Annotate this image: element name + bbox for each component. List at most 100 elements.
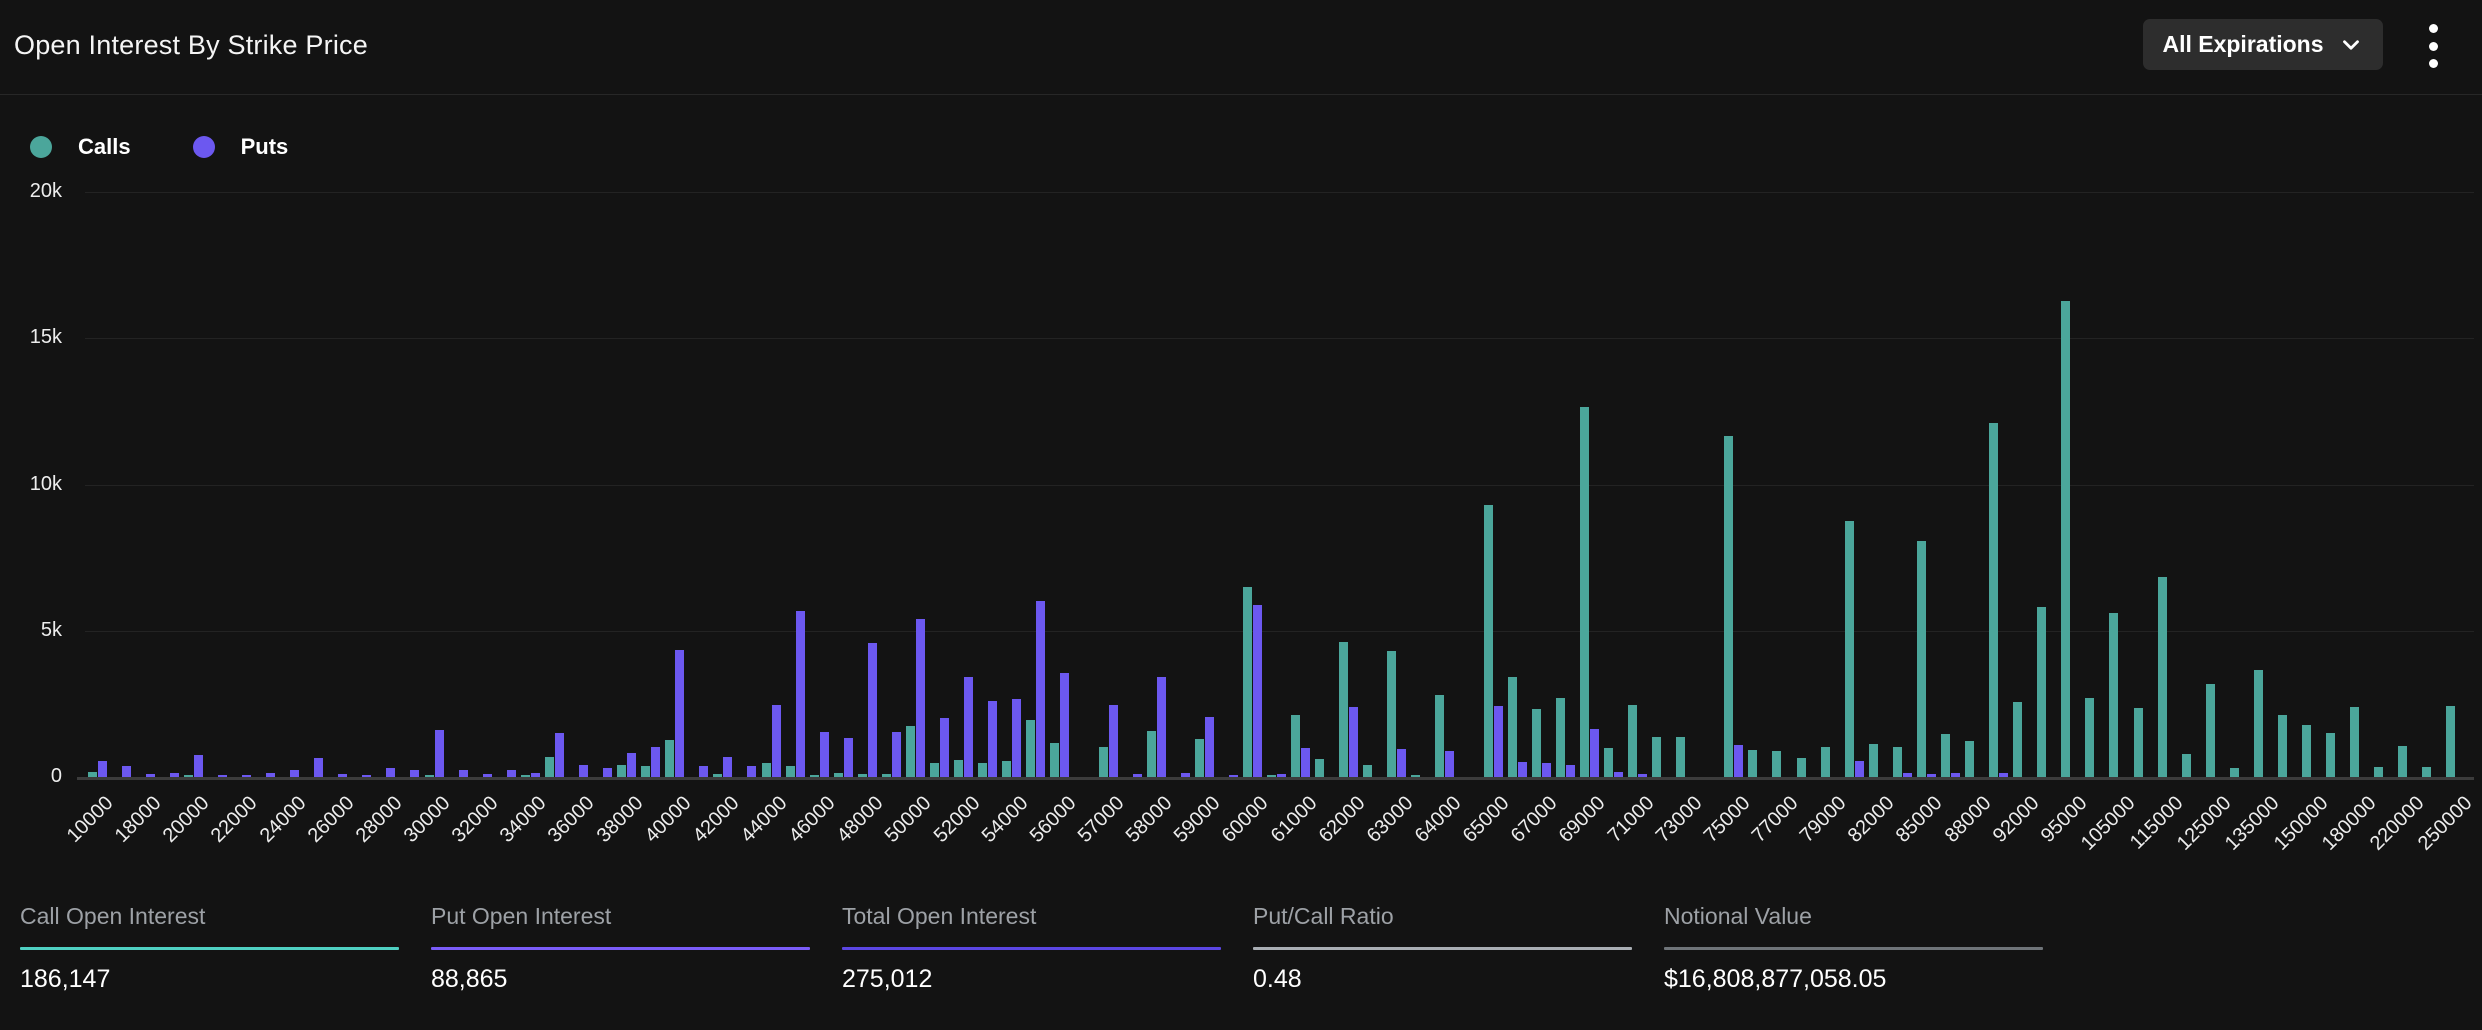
call-bar	[858, 774, 867, 777]
put-bar	[1181, 773, 1190, 777]
put-bar	[338, 774, 347, 777]
call-bar	[930, 763, 939, 777]
legend-item-calls[interactable]: Calls	[30, 134, 131, 160]
stat-underline	[1664, 947, 2043, 950]
put-bar	[940, 718, 949, 777]
put-bar	[1349, 707, 1358, 777]
put-bar	[1999, 773, 2008, 777]
call-bar	[665, 740, 674, 777]
call-bar	[1893, 747, 1902, 777]
call-bar	[1965, 741, 1974, 777]
call-bar	[1411, 775, 1420, 777]
put-bar	[820, 732, 829, 777]
stat-label: Put/Call Ratio	[1253, 903, 1394, 929]
call-bar	[2085, 698, 2094, 777]
call-bar	[2278, 715, 2287, 777]
put-bar	[362, 775, 371, 777]
call-bar	[641, 766, 650, 777]
stat-notional-value: Notional Value $16,808,877,058.05	[1664, 903, 2044, 994]
put-bar	[651, 747, 660, 777]
put-bar	[507, 770, 516, 777]
put-bar	[146, 774, 155, 777]
put-bar	[675, 650, 684, 777]
expirations-dropdown[interactable]: All Expirations	[2143, 19, 2383, 70]
call-bar	[2398, 746, 2407, 777]
call-bar	[1435, 695, 1444, 777]
call-bar	[425, 775, 434, 777]
put-bar	[555, 733, 564, 777]
put-bar	[1951, 773, 1960, 777]
put-bar	[627, 753, 636, 777]
put-bar	[459, 770, 468, 777]
stat-put-open-interest: Put Open Interest 88,865	[431, 903, 811, 994]
put-bar	[916, 619, 925, 777]
put-bar	[531, 773, 540, 777]
put-bar	[772, 705, 781, 777]
stat-total-open-interest: Total Open Interest 275,012	[842, 903, 1222, 994]
stat-label: Total Open Interest	[842, 903, 1037, 929]
call-bar	[713, 774, 722, 777]
call-bar	[1821, 747, 1830, 777]
put-bar	[1566, 765, 1575, 777]
expirations-dropdown-label: All Expirations	[2162, 31, 2324, 57]
y-axis-tick-label: 15k	[29, 326, 62, 348]
y-axis-tick-label: 0	[50, 765, 62, 787]
call-bar	[1724, 436, 1733, 777]
put-bar	[1518, 762, 1527, 777]
stat-value: 88,865	[431, 965, 508, 993]
call-bar	[1580, 407, 1589, 777]
puts-color-dot-icon	[192, 136, 215, 158]
put-bar	[603, 768, 612, 777]
y-axis-tick-label: 20k	[29, 180, 62, 202]
stat-underline	[842, 947, 1221, 950]
gridline	[85, 631, 2474, 632]
put-bar	[218, 775, 227, 777]
stat-label: Put Open Interest	[431, 903, 612, 929]
gridline	[85, 192, 2474, 193]
put-bar	[1109, 705, 1118, 777]
call-bar	[2206, 684, 2215, 777]
put-bar	[386, 768, 395, 777]
put-bar	[1277, 774, 1286, 777]
call-bar	[1869, 744, 1878, 777]
call-bar	[2446, 706, 2455, 777]
call-bar	[786, 766, 795, 777]
call-bar	[1291, 715, 1300, 777]
stat-underline	[1253, 947, 1632, 950]
put-bar	[483, 774, 492, 777]
put-bar	[988, 701, 997, 777]
legend-item-puts[interactable]: Puts	[192, 134, 289, 160]
put-bar	[194, 755, 203, 777]
put-bar	[1445, 751, 1454, 777]
call-bar	[2158, 577, 2167, 777]
put-bar	[1855, 761, 1864, 777]
gridline	[85, 338, 2474, 339]
put-bar	[1734, 745, 1743, 777]
kebab-menu-icon[interactable]	[2422, 22, 2444, 70]
call-bar	[2254, 670, 2263, 777]
put-bar	[1205, 717, 1214, 777]
call-bar	[978, 763, 987, 777]
put-bar	[1638, 774, 1647, 777]
calls-color-dot-icon	[30, 136, 52, 158]
stat-put-call-ratio: Put/Call Ratio 0.48	[1253, 903, 1633, 994]
put-bar	[699, 766, 708, 777]
put-bar	[1157, 677, 1166, 777]
call-bar	[1508, 677, 1517, 777]
y-axis-tick-label: 10k	[29, 473, 62, 495]
call-bar	[2374, 767, 2383, 777]
call-bar	[1363, 765, 1372, 777]
call-bar	[545, 757, 554, 777]
chevron-down-icon	[2338, 32, 2364, 58]
call-bar	[906, 726, 915, 777]
call-bar	[1748, 750, 1757, 777]
call-bar	[2134, 708, 2143, 777]
legend-label-puts: Puts	[240, 134, 289, 159]
put-bar	[435, 730, 444, 777]
gridline	[85, 485, 2474, 486]
put-bar	[1397, 749, 1406, 777]
call-bar	[1941, 734, 1950, 777]
call-bar	[882, 774, 891, 777]
call-bar	[762, 763, 771, 777]
put-bar	[723, 757, 732, 777]
